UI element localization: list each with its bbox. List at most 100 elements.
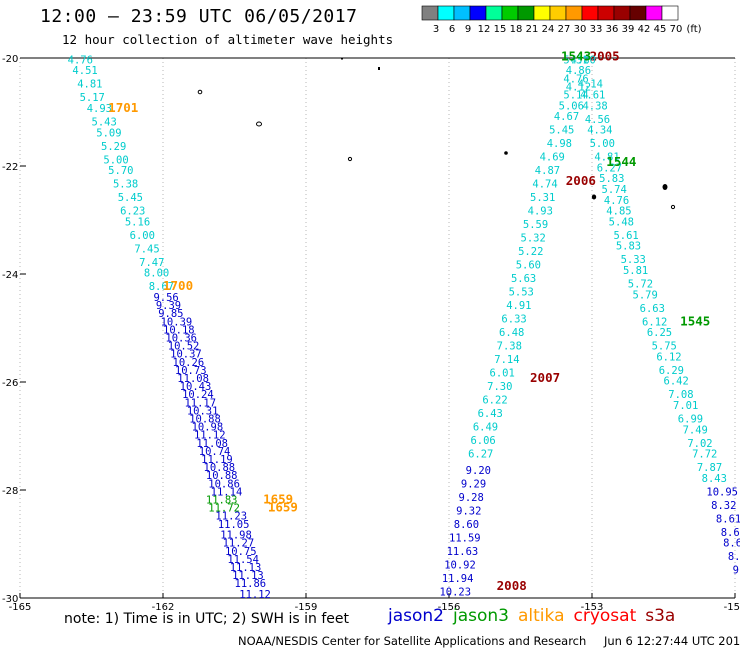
land-islands: [197, 58, 676, 210]
chart-grid: [19, 58, 736, 598]
wave-height-label: 6.42: [664, 376, 689, 388]
wave-height-label: 10.86: [208, 478, 240, 490]
island-8: [670, 204, 676, 210]
colorbar-swatch: [661, 5, 679, 21]
wave-height-label: 5.75: [652, 341, 677, 353]
colorbar-tick-label: 21: [526, 24, 539, 35]
colorbar-swatch: [565, 5, 583, 21]
wave-height-label: 4.67: [554, 111, 579, 123]
wave-height-label: 11.14: [211, 486, 243, 498]
y-tick-label: -30: [2, 594, 18, 605]
wave-height-label: 5.45: [118, 192, 143, 204]
wave-height-label: 10.88: [189, 414, 221, 426]
wave-height-label: 6.33: [501, 314, 526, 326]
wave-height-label: 11.05: [218, 519, 250, 531]
wave-height-label: 10.73: [175, 365, 207, 377]
island-4: [378, 67, 380, 70]
wave-height-label: 10.18: [163, 324, 195, 336]
time-label: 2005: [590, 49, 620, 64]
wave-height-label: 7.49: [683, 424, 708, 436]
wave-height-label: 11.63: [447, 546, 479, 558]
wave-height-label: 6.23: [120, 206, 145, 218]
island-3: [347, 156, 353, 162]
y-tick-label: -24: [2, 270, 18, 281]
wave-height-label: 4.98: [547, 138, 572, 150]
wave-height-label: 11.17: [184, 397, 216, 409]
wave-height-label: 5.79: [633, 289, 658, 301]
wave-height-label: 8.62: [723, 538, 740, 550]
series-cryosat-cyan-track: 5.314.864.764.125.145.064.675.454.984.69…: [468, 54, 591, 460]
wave-height-label: 11.98: [220, 530, 252, 542]
colorbar-swatch: [597, 5, 615, 21]
island-2: [256, 121, 262, 127]
wave-height-label: 4.87: [535, 165, 560, 177]
colorbar-tick-label: 24: [542, 24, 555, 35]
time-label: 1700: [163, 278, 193, 293]
colorbar-swatch: [549, 5, 567, 21]
time-label: 1701: [108, 100, 138, 115]
legend-jason3: jason3: [453, 606, 509, 626]
wave-height-label: 5.22: [518, 246, 543, 258]
x-tick-label: -159: [295, 602, 318, 613]
wave-height-label: 11.12: [239, 589, 271, 601]
credit-timestamp: Jun 6 12:27:44 UTC 2017: [603, 634, 740, 648]
wave-height-label: 11.13: [232, 570, 264, 582]
colorbar-tick-label: 12: [478, 24, 491, 35]
wave-height-label: 8.00: [144, 268, 169, 280]
wave-height-label: 5.06: [559, 100, 584, 112]
wave-height-label: 6.27: [468, 449, 493, 461]
wave-height-label: 8.67: [721, 527, 740, 539]
wave-height-label: 5.83: [616, 241, 641, 253]
wave-height-label: 4.56: [585, 114, 610, 126]
wave-height-label: 11.72: [208, 503, 240, 515]
series-s3a-cyan-track: 4.804.144.614.384.564.345.004.816.275.83…: [571, 54, 727, 484]
wave-height-label: 10.75: [225, 546, 257, 558]
colorbar-unit-label: (ft): [686, 24, 701, 35]
wave-height-label: 10.31: [187, 405, 219, 417]
wave-height-label: 5.16: [125, 216, 150, 228]
colorbar-tick-label: 30: [574, 24, 587, 35]
time-label: 1545: [680, 313, 710, 328]
wave-height-label: 6.22: [482, 395, 507, 407]
colorbar-swatch: [437, 5, 455, 21]
legend-altika: altika: [518, 606, 565, 626]
colorbar-tick-label: 33: [590, 24, 603, 35]
wave-height-label: 10.88: [204, 462, 236, 474]
colorbar-swatch: [453, 5, 471, 21]
wave-height-label: 5.14: [563, 90, 588, 102]
legend-s3a: s3a: [645, 606, 676, 626]
wave-height-label: 7.02: [687, 438, 712, 450]
chart-axes: -165 -162 -159 -156 -153 -150 -20 -22 -24 -26 -28 -…: [2, 54, 740, 613]
wave-height-label: 11.59: [449, 532, 481, 544]
colorbar-tick-label: 3: [433, 24, 439, 35]
colorbar-swatch: [517, 5, 535, 21]
time-label: 2006: [566, 173, 596, 188]
wave-height-label: 11.94: [442, 573, 474, 585]
wave-height-label: 6.25: [647, 327, 672, 339]
wave-height-label: 10.98: [192, 422, 224, 434]
series-s3a-blue-track: 10.95 8.328.61 8.678.628.91 9.03: [706, 486, 740, 576]
colorbar-tick-label: 70: [670, 24, 683, 35]
island-5: [341, 58, 343, 60]
wave-height-label: 6.99: [678, 414, 703, 426]
satellite-legend: jason2 jason3 altika cryosat s3a: [388, 606, 684, 626]
wave-height-label: 10.43: [180, 381, 212, 393]
wave-height-label: 5.45: [549, 125, 574, 137]
wave-height-label: 4.93: [528, 206, 553, 218]
wave-height-label: 5.53: [509, 287, 534, 299]
chart-title: 12:00 – 23:59 UTC 06/05/2017: [40, 6, 358, 27]
y-tick-label: -22: [2, 162, 18, 173]
wave-height-label: 6.27: [597, 162, 622, 174]
y-tick-label: -20: [2, 54, 18, 65]
wave-height-label: 7.45: [134, 243, 159, 255]
colorbar-tick-label: 9: [465, 24, 471, 35]
wave-height-label: 11.08: [177, 373, 209, 385]
wave-height-label: 6.63: [640, 303, 665, 315]
wave-height-label: 10.92: [444, 559, 476, 571]
wave-height-label: 4.85: [606, 206, 631, 218]
series-s3a-times: 1543 1544 1545: [561, 49, 710, 329]
wave-height-label: 7.38: [497, 341, 522, 353]
